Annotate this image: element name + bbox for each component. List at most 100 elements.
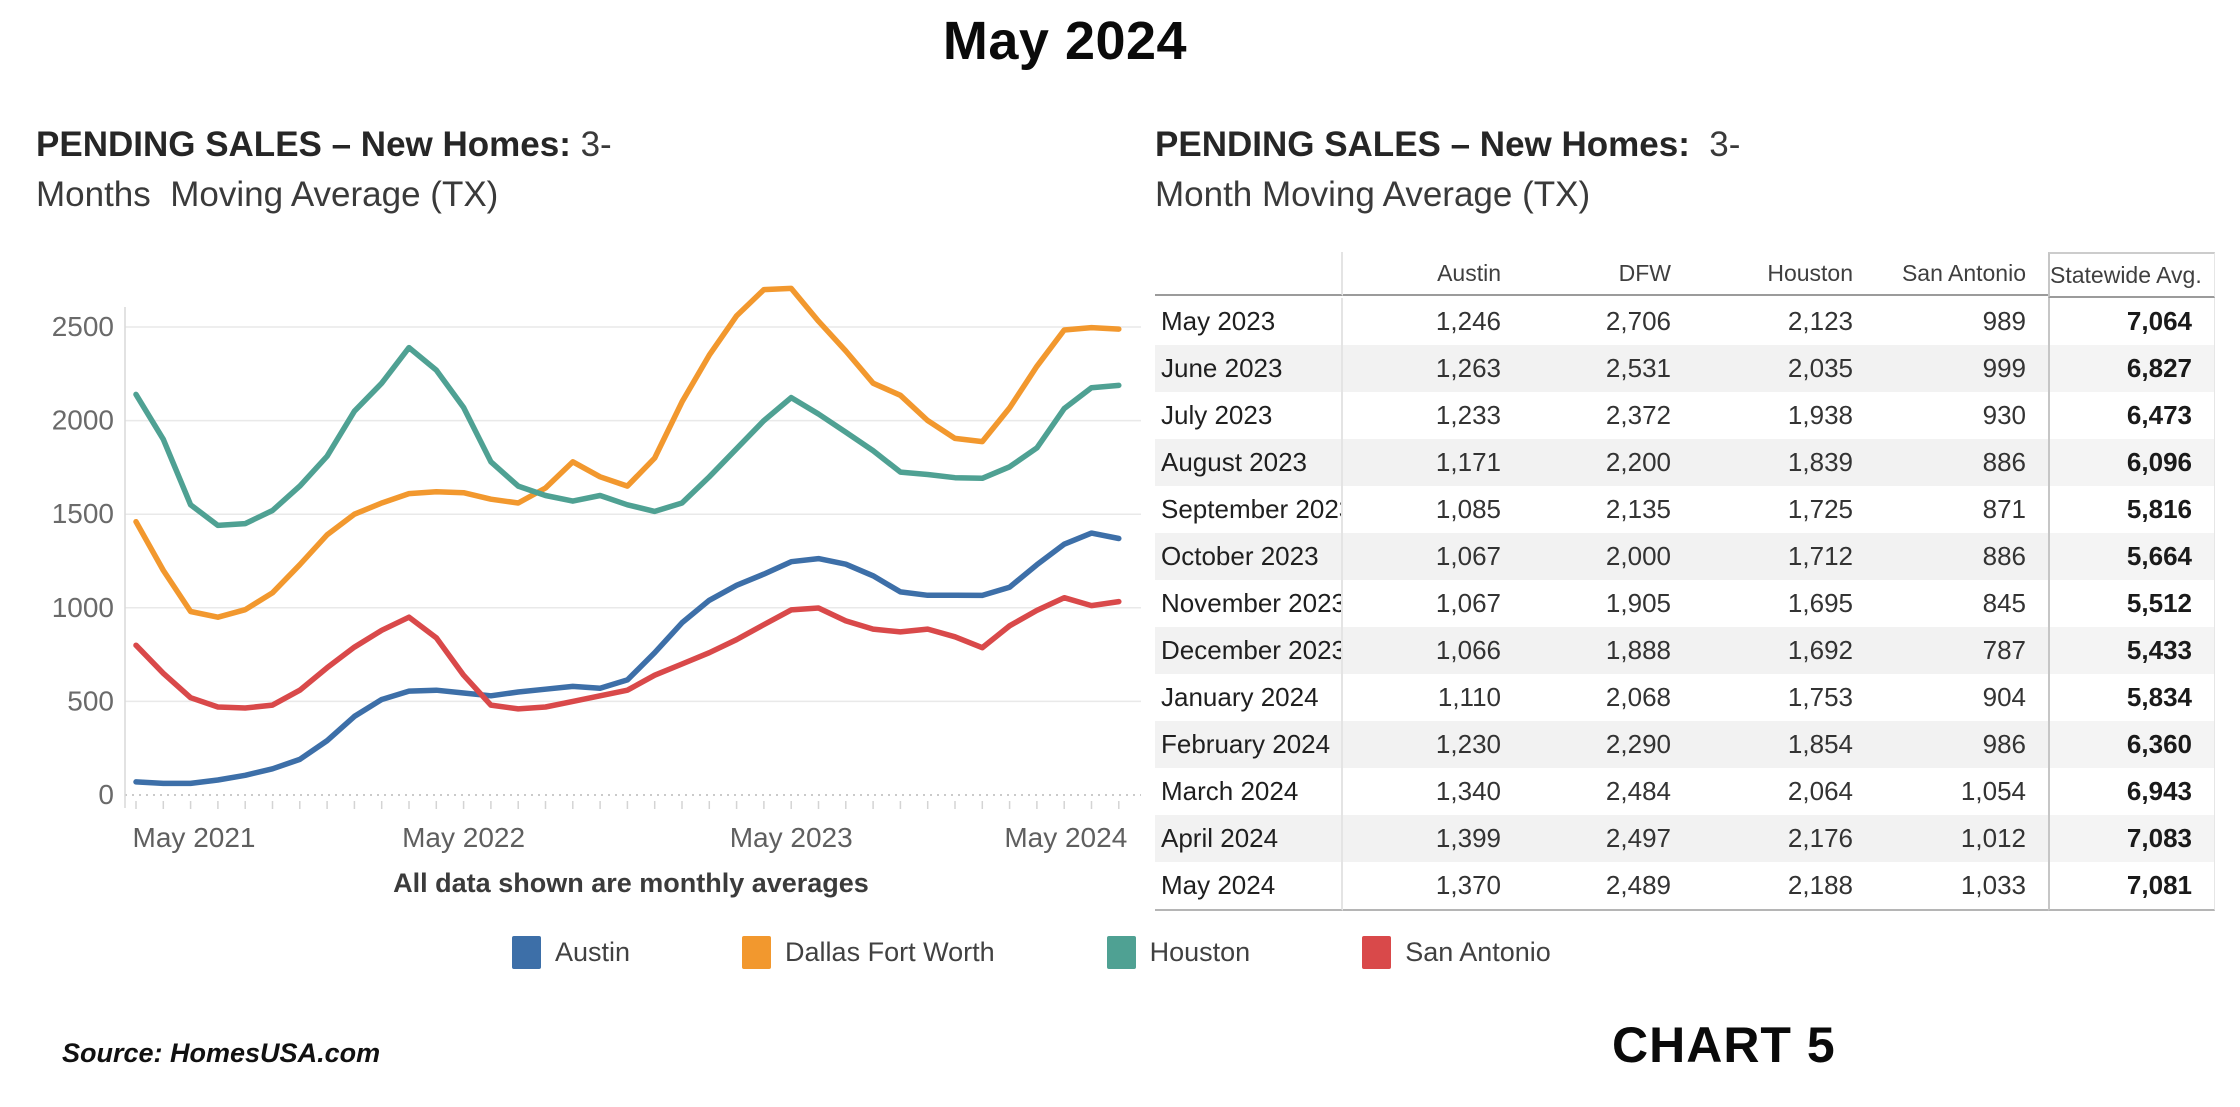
statewide-avg-cell: 6,473 (2048, 392, 2215, 439)
table-header-cell: Statewide Avg. (2048, 252, 2215, 298)
table-row: May 2024 1,370 2,489 2,188 1,033 7,081 (1155, 862, 2215, 911)
table-row-label: February 2024 (1155, 721, 1343, 768)
table-row: May 2023 1,246 2,706 2,123 989 7,064 (1155, 298, 2215, 345)
table-cell: 1,854 (1693, 721, 1875, 768)
x-axis-tick-label: May 2023 (730, 822, 853, 853)
table-cell: 1,012 (1875, 815, 2048, 862)
table-row: January 2024 1,110 2,068 1,753 904 5,834 (1155, 674, 2215, 721)
table-cell: 1,171 (1343, 439, 1523, 486)
table-row: April 2024 1,399 2,497 2,176 1,012 7,083 (1155, 815, 2215, 862)
table-cell: 2,188 (1693, 862, 1875, 911)
series-line-san-antonio (133, 594, 1122, 712)
series-line-houston (133, 344, 1122, 529)
table-cell: 787 (1875, 627, 2048, 674)
table-row-label: August 2023 (1155, 439, 1343, 486)
table-cell: 1,246 (1435, 306, 1501, 336)
table-cell: 1,033 (1875, 862, 2048, 911)
legend-item-dallas-fort-worth: Dallas Fort Worth (742, 936, 995, 969)
table-cell: 986 (1875, 721, 2048, 768)
table-row: June 2023 1,263 2,531 2,035 999 6,827 (1155, 345, 2215, 392)
table-header-cell: San Antonio (1875, 252, 2048, 296)
statewide-avg-cell: 6,096 (2048, 439, 2215, 486)
statewide-avg-cell: 7,081 (2048, 862, 2215, 911)
table-cell: 1,085 (1435, 494, 1501, 524)
table-cell: 2,531 (1523, 345, 1693, 392)
legend-label: Houston (1149, 937, 1251, 967)
table-cell: 930 (1982, 400, 2026, 430)
y-axis-tick-label: 1500 (52, 498, 114, 529)
statewide-avg-cell: 6,943 (2048, 768, 2215, 815)
table-cell: 886 (1875, 439, 2048, 486)
x-axis-tick-label: May 2021 (133, 822, 256, 853)
table-cell: 1,110 (1437, 682, 1501, 712)
chart-legend: Austin Dallas Fort Worth Houston San Antoni… (512, 936, 1551, 969)
table-cell: 2,290 (1523, 721, 1693, 768)
table-cell: 2,068 (1605, 682, 1671, 712)
table-cell: 1,230 (1343, 721, 1523, 768)
table-cell: 904 (1982, 682, 2026, 712)
table-row: September 2023 1,085 2,135 1,725 871 5,816 (1155, 486, 2215, 533)
right-table-title-lead: PENDING SALES – New Homes: (1155, 125, 1710, 164)
legend-label: Austin (555, 937, 631, 967)
statewide-avg-cell: 6,360 (2048, 721, 2215, 768)
table-row-label: July 2023 (1155, 392, 1343, 439)
y-axis-tick-label: 2000 (52, 405, 114, 436)
table-cell: 1,888 (1523, 627, 1693, 674)
pending-sales-table: Austin DFW Houston San Antonio Statewide Avg… (1155, 252, 2215, 911)
table-cell: 1,054 (1960, 776, 2026, 806)
left-chart-title: PENDING SALES – New Homes: 3-Months Movi… (36, 120, 696, 220)
left-chart-title-rest: 3-Months Moving Average (TX) (36, 125, 612, 214)
table-row: July 2023 1,233 2,372 1,938 930 6,473 (1155, 392, 2215, 439)
legend-item-houston: Houston (1106, 936, 1251, 969)
table-cell: 2,035 (1693, 345, 1875, 392)
table-row-label: May 2024 (1155, 862, 1343, 911)
table-header-empty (1155, 252, 1343, 296)
table-cell: 886 (1875, 533, 2048, 580)
table-cell: 1,712 (1693, 533, 1875, 580)
table-cell: 2,200 (1523, 439, 1693, 486)
legend-label: San Antonio (1405, 937, 1551, 967)
table-cell: 1,905 (1605, 588, 1671, 618)
table-row-label: January 2024 (1155, 674, 1343, 721)
legend-swatch-icon (1362, 936, 1392, 969)
table-cell: 1,692 (1693, 627, 1875, 674)
legend-swatch-icon (742, 936, 772, 969)
source-note: Source: HomesUSA.com (62, 1038, 381, 1068)
line-chart-svg: 0 500 1000 1500 2000 2500 May 2021 May 2022 May … (52, 285, 1141, 853)
table-cell: 2,489 (1523, 862, 1693, 911)
series-line-dallas-fort-worth (133, 285, 1122, 620)
legend-swatch-icon (1106, 936, 1136, 969)
table-cell: 1,263 (1343, 345, 1523, 392)
chart-caption: All data shown are monthly averages (393, 868, 869, 898)
table-cell: 2,135 (1605, 494, 1671, 524)
y-axis-tick-label: 0 (98, 779, 114, 810)
right-table-title: PENDING SALES – New Homes: 3-Month Movin… (1155, 120, 1815, 220)
table-header-row: Austin DFW Houston San Antonio Statewide Avg… (1155, 252, 2215, 298)
table-row-label: September 2023 (1155, 486, 1343, 533)
x-axis-tick-label: May 2024 (1004, 822, 1127, 853)
page-title: May 2024 (942, 11, 1188, 71)
table-cell: 999 (1875, 345, 2048, 392)
legend-item-san-antonio: San Antonio (1362, 936, 1551, 969)
statewide-avg-cell: 7,083 (2048, 815, 2215, 862)
y-axis-tick-label: 500 (67, 685, 114, 716)
table-cell: 1,399 (1343, 815, 1523, 862)
table-row-label: November 2023 (1155, 580, 1343, 627)
statewide-avg-cell: 6,827 (2048, 345, 2215, 392)
table-row: August 2023 1,171 2,200 1,839 886 6,096 (1155, 439, 2215, 486)
table-row-label: April 2024 (1155, 815, 1343, 862)
table-cell: 2,372 (1605, 400, 1671, 430)
table-cell: 1,233 (1435, 400, 1501, 430)
x-axis-tick-label: May 2022 (402, 822, 525, 853)
table-cell: 2,176 (1693, 815, 1875, 862)
legend-item-austin: Austin (512, 936, 630, 969)
table-cell: 1,067 (1343, 533, 1523, 580)
table-cell: 1,753 (1787, 682, 1853, 712)
table-panel: PENDING SALES – New Homes: 3-Month Movin… (1155, 120, 2225, 911)
table-row-label: May 2023 (1155, 298, 1343, 345)
y-axis-tick-label: 1000 (52, 592, 114, 623)
table-row: October 2023 1,067 2,000 1,712 886 5,664 (1155, 533, 2215, 580)
table-header-cell: Austin (1343, 252, 1523, 296)
table-cell: 2,000 (1523, 533, 1693, 580)
